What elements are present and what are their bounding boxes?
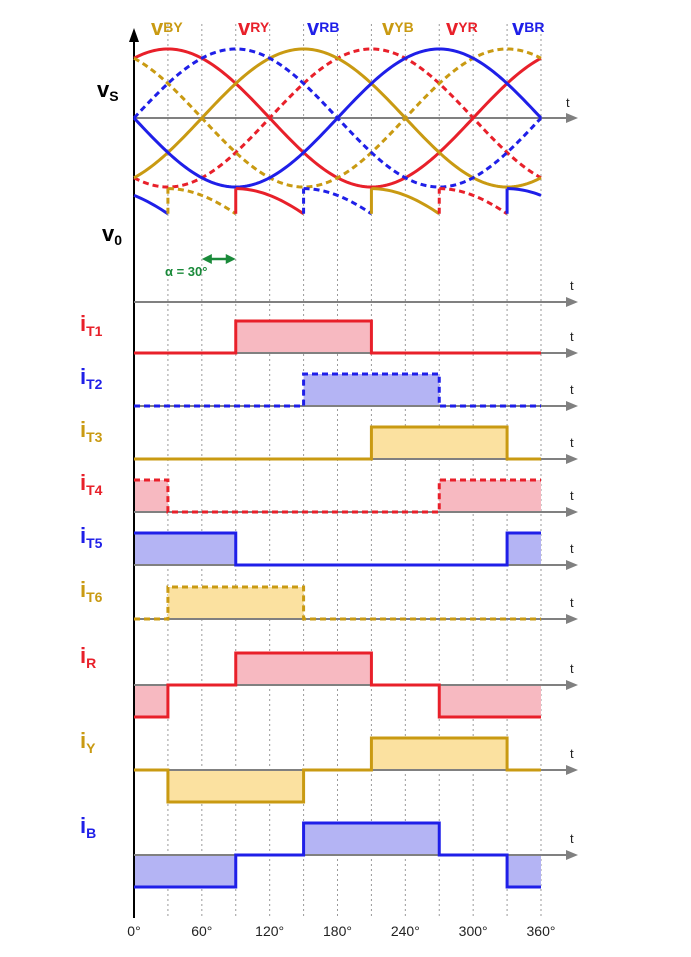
phase-label-RY: vRY (238, 15, 270, 40)
wave-v0-segment (303, 187, 373, 216)
current-fill-T4 (134, 480, 168, 512)
t-label: t (570, 488, 574, 503)
current-fills (134, 321, 541, 887)
x-tick-label: 180° (323, 923, 352, 939)
current-fill-T3 (371, 427, 508, 459)
t-label: t (570, 746, 574, 761)
t-label: t (570, 831, 574, 846)
current-wave-T1 (134, 319, 541, 355)
current-wave-T2 (134, 372, 541, 408)
current-fill-Y (371, 738, 508, 770)
current-fill-R (134, 685, 168, 717)
current-fill-B (303, 823, 440, 855)
x-tick-label: 60° (191, 923, 212, 939)
x-tick-label: 360° (527, 923, 556, 939)
current-wave-T5 (134, 531, 541, 567)
x-tick-label: 120° (255, 923, 284, 939)
v0-label: v0 (102, 221, 122, 248)
time-axis-T1-head (566, 348, 578, 358)
current-wave-T4 (134, 478, 541, 514)
phase-label-RB: vRB (307, 15, 339, 40)
wave-vRB (132, 47, 543, 189)
current-wave-T6 (134, 585, 541, 621)
x-tick-label: 300° (459, 923, 488, 939)
current-label-T2: iT2 (80, 364, 103, 392)
labels: α = 30° iT1 t iT2 t iT3 t iT4 t iT5 t iT6 t iR t iY t iB t… (80, 15, 574, 939)
current-label-T4: iT4 (80, 470, 103, 498)
current-label-B: iB (80, 813, 96, 841)
phase-label-YB: vYB (382, 15, 414, 40)
t-label: t (570, 595, 574, 610)
wave-v0-segment (133, 193, 169, 216)
t-label: t (570, 382, 574, 397)
wave-v0-segment (167, 187, 237, 216)
current-fill-R (235, 653, 372, 685)
time-axis-T2-head (566, 401, 578, 411)
current-fill-T4 (439, 480, 541, 512)
vertical-axis-head (129, 28, 139, 42)
t-label: t (570, 541, 574, 556)
current-fill-T6 (167, 587, 304, 619)
grid-lines (167, 24, 542, 917)
vs-time-axis-head (566, 113, 578, 123)
vs-label: vS (97, 77, 119, 104)
time-axis-T3-head (566, 454, 578, 464)
current-fill-Y (167, 770, 304, 802)
current-fill-R (439, 685, 541, 717)
t-label: t (566, 95, 570, 110)
wave-v0-segment (235, 187, 305, 216)
current-label-T5: iT5 (80, 523, 103, 551)
t-label: t (570, 661, 574, 676)
wave-v0-segment (507, 187, 542, 197)
wave-v0-segment (439, 187, 508, 216)
wave-v0-segment (371, 187, 441, 216)
alpha-label: α = 30° (165, 264, 207, 279)
current-wave-B (134, 821, 541, 889)
phase-label-YR: vYR (446, 15, 478, 40)
current-fill-T1 (235, 321, 372, 353)
phase-label-BR: vBR (512, 15, 544, 40)
time-axis-Y-head (566, 765, 578, 775)
current-fill-T5 (507, 533, 541, 565)
current-label-T1: iT1 (80, 311, 103, 339)
current-wave-Y (134, 736, 541, 804)
t-label: t (570, 278, 574, 293)
alpha-arrow-right (225, 254, 236, 264)
time-axis-T4-head (566, 507, 578, 517)
t-label: t (570, 435, 574, 450)
x-tick-label: 240° (391, 923, 420, 939)
current-label-R: iR (80, 643, 96, 671)
current-label-T6: iT6 (80, 577, 103, 605)
current-wave-T3 (134, 425, 541, 461)
current-label-T3: iT3 (80, 417, 103, 445)
current-label-Y: iY (80, 728, 96, 756)
vo-time-axis-head (566, 297, 578, 307)
current-wave-R (134, 651, 541, 719)
phase-label-BY: vBY (151, 15, 183, 40)
time-axis-B-head (566, 850, 578, 860)
waveforms (132, 47, 543, 889)
t-label: t (570, 329, 574, 344)
alpha-arrow-left (201, 254, 212, 264)
current-fill-B (507, 855, 541, 887)
time-axis-T5-head (566, 560, 578, 570)
current-fill-T2 (303, 374, 440, 406)
current-fill-B (134, 855, 236, 887)
time-axis-T6-head (566, 614, 578, 624)
x-tick-label: 0° (127, 923, 140, 939)
time-axis-R-head (566, 680, 578, 690)
current-fill-T5 (134, 533, 236, 565)
